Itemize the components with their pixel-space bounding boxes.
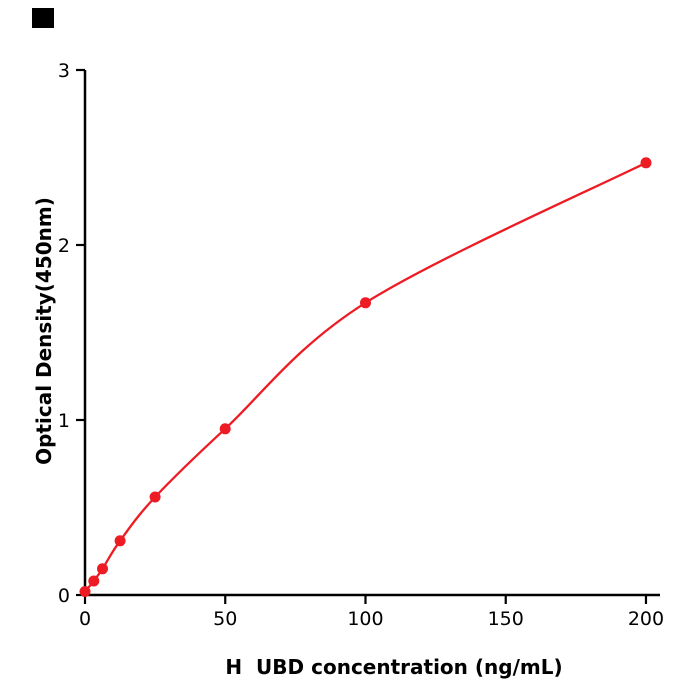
data-point <box>149 491 161 503</box>
corner-mark <box>32 8 54 28</box>
data-point <box>88 575 100 587</box>
data-point <box>360 297 371 309</box>
data-point <box>640 157 652 169</box>
data-point <box>114 535 126 547</box>
x-tick-label: 100 <box>347 608 383 630</box>
data-point <box>97 563 108 575</box>
y-axis-label: Optical Density(450nm) <box>32 197 56 465</box>
y-tick-label: 2 <box>58 235 70 257</box>
x-tick-label: 50 <box>213 608 237 630</box>
fit-curve <box>84 161 647 593</box>
x-axis-label: H UBD concentration (ng/mL) <box>225 655 563 679</box>
data-point <box>219 423 231 435</box>
y-tick-label: 3 <box>58 60 70 82</box>
y-tick-label: 1 <box>58 410 70 432</box>
x-tick-label: 150 <box>488 608 524 630</box>
x-tick-label: 0 <box>79 608 91 630</box>
data-point <box>79 586 91 597</box>
axes-spines <box>83 70 660 597</box>
y-tick-label: 0 <box>58 585 70 607</box>
x-tick-label: 200 <box>628 608 664 630</box>
